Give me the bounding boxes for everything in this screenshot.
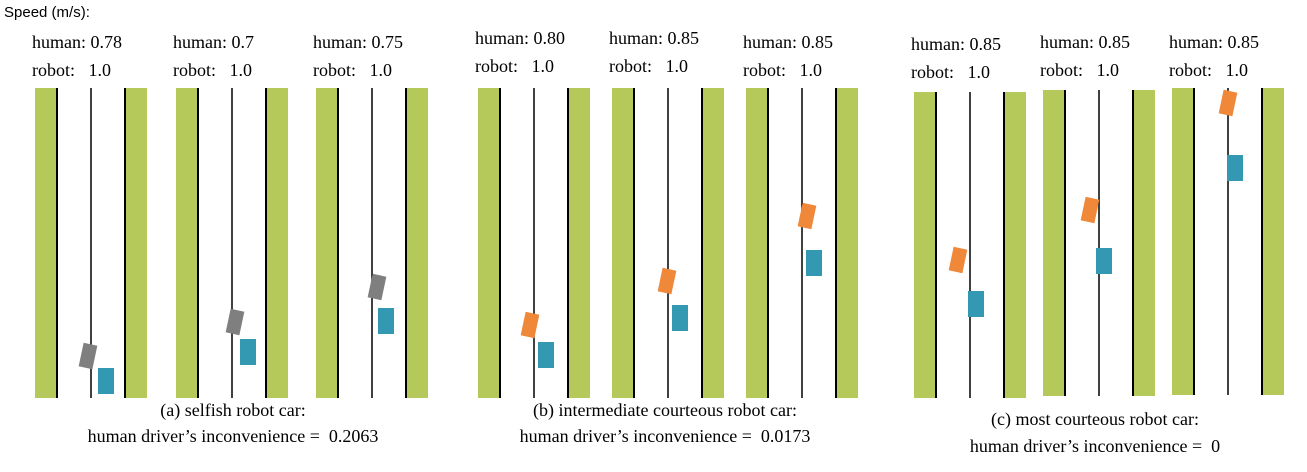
grass [125,88,147,398]
human-speed: human: 0.80 [475,28,565,48]
grass [406,88,428,398]
human-speed: human: 0.7 [173,32,254,52]
robot-speed: robot: 1.0 [911,62,990,82]
grass [1043,90,1065,396]
robot-speed: robot: 1.0 [475,56,554,76]
caption: (c) most courteous robot car: [991,409,1199,430]
human-car [367,273,387,301]
robot-car [968,291,984,317]
grass [1172,88,1194,395]
robot-speed: robot: 1.0 [32,60,111,80]
grass [914,92,936,398]
robot-speed: robot: 1.0 [609,56,688,76]
human-car [78,342,98,370]
robot-speed: robot: 1.0 [313,60,392,80]
human-speed: human: 0.85 [1040,32,1130,52]
human-car [948,246,968,274]
human-speed: human: 0.78 [32,32,122,52]
grass [612,88,634,398]
robot-car [538,342,554,368]
grass [568,88,590,398]
grass [1133,90,1155,396]
human-speed: human: 0.85 [743,32,833,52]
robot-speed: robot: 1.0 [173,60,252,80]
figure-title: Speed (m/s): [4,4,90,21]
grass [1262,88,1284,395]
grass [478,88,500,398]
grass [35,88,57,398]
robot-car [672,305,688,331]
grass [1004,92,1026,398]
human-car [1218,89,1238,117]
subcaption: human driver’s inconvenience = 0 [970,436,1220,456]
caption: (a) selfish robot car: [160,400,305,421]
subcaption: human driver’s inconvenience = 0.2063 [88,426,379,446]
robot-speed: robot: 1.0 [1040,60,1119,80]
human-car [1080,196,1100,224]
robot-car [98,368,114,394]
grass [316,88,338,398]
robot-speed: robot: 1.0 [1169,60,1248,80]
subcaption: human driver’s inconvenience = 0.0173 [520,426,811,446]
robot-car [240,339,256,365]
grass [746,88,768,398]
human-speed: human: 0.85 [609,28,699,48]
caption: (b) intermediate courteous robot car: [533,400,797,421]
robot-car [806,250,822,276]
human-car [657,267,677,295]
robot-car [1227,155,1243,181]
human-car [797,202,817,230]
grass [836,88,858,398]
robot-speed: robot: 1.0 [743,60,822,80]
grass [702,88,724,398]
grass [176,88,198,398]
human-car [225,308,245,336]
human-speed: human: 0.75 [313,32,403,52]
human-speed: human: 0.85 [1169,32,1259,52]
robot-car [378,308,394,334]
human-speed: human: 0.85 [911,34,1001,54]
grass [266,88,288,398]
human-car [520,311,540,339]
robot-car [1096,248,1112,274]
